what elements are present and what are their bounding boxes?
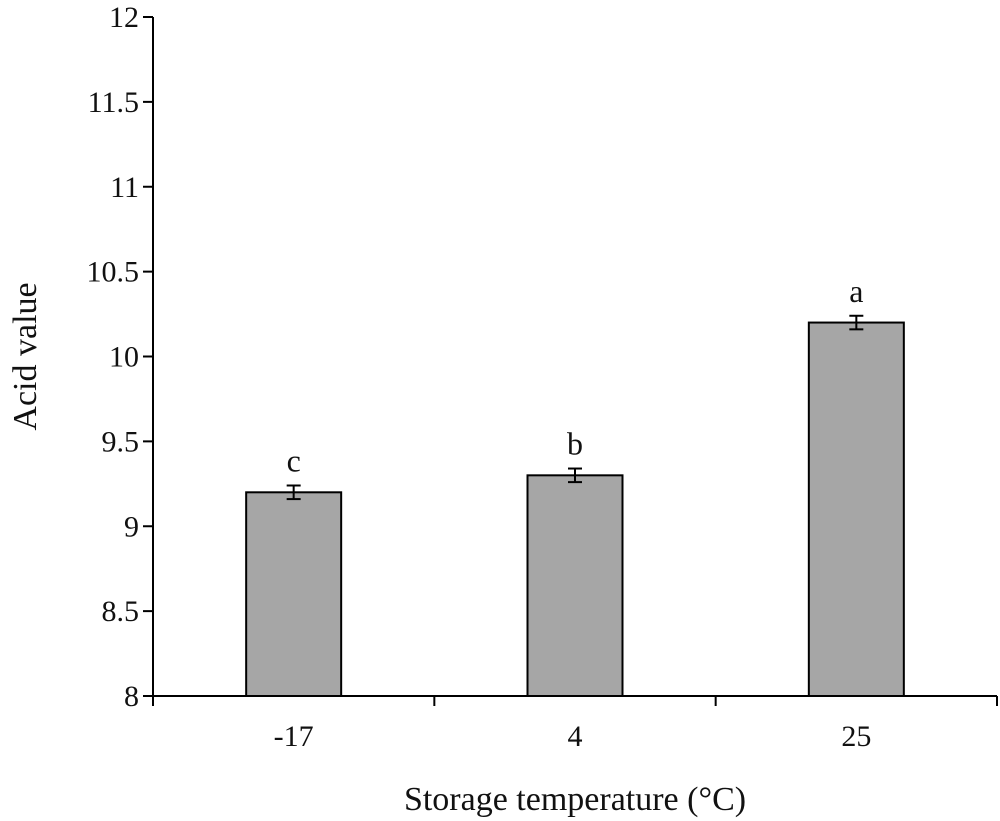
- bar-25: [807, 321, 905, 697]
- significance-label: a: [849, 273, 863, 309]
- y-tick-label: 10: [109, 341, 139, 374]
- x-tick-label: 25: [841, 720, 871, 753]
- y-axis-ticks: 8 8.5 9 9.5 10 10.5 11 11.5 12: [87, 1, 153, 713]
- significance-label: c: [287, 443, 301, 479]
- significance-label: b: [567, 426, 583, 462]
- x-axis-title: Storage temperature (°C): [404, 781, 746, 818]
- bar-4: [526, 474, 624, 698]
- y-tick-label: 9: [124, 510, 139, 543]
- x-axis-ticks: -17 4 25: [152, 696, 998, 753]
- y-tick-label: 12: [109, 1, 139, 34]
- y-tick-label: 11.5: [88, 86, 139, 119]
- bar--17: [245, 491, 343, 697]
- y-tick-label: 8: [124, 680, 139, 713]
- y-tick-label: 8.5: [102, 595, 140, 628]
- y-axis-title: Acid value: [7, 282, 44, 430]
- x-tick-label: -17: [274, 720, 314, 753]
- y-tick-label: 9.5: [102, 425, 140, 458]
- y-tick-label: 11: [110, 171, 139, 204]
- bars: c b a: [245, 273, 905, 698]
- x-tick-label: 4: [568, 720, 583, 753]
- y-tick-label: 10.5: [87, 256, 140, 289]
